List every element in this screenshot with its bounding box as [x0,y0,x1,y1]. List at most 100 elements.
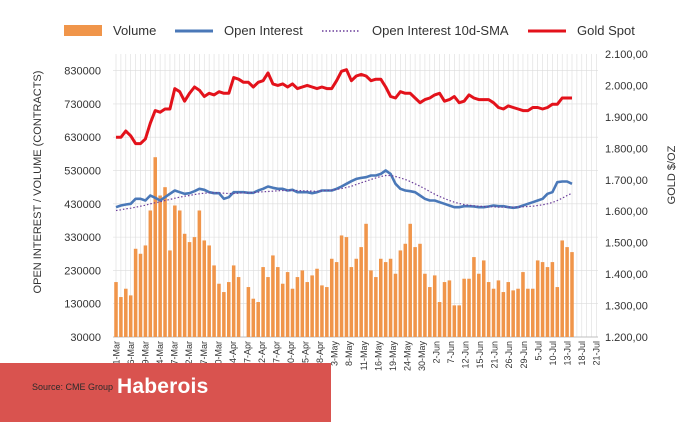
volume-bar [285,272,290,337]
legend-label: Open Interest [224,23,303,38]
volume-bar [349,267,354,337]
volume-bar [231,265,236,337]
x-tick-label: 15-Jun [475,341,485,369]
volume-bar [325,287,329,337]
volume-bar [305,282,309,337]
right-tick-label: 1.600,00 [605,206,648,218]
legend-swatch-volume [64,25,102,36]
volume-bar [501,292,506,337]
left-axis-ticks: 30000 130000 230000 330000 430000 530000 63000… [64,66,101,344]
volume-bar [535,260,540,337]
legend-label: Open Interest 10d-SMA [372,23,509,38]
volume-bar [148,210,153,337]
volume-bar [403,243,408,337]
volume-bar [442,282,447,337]
x-tick-label: 26-Jun [504,341,514,369]
x-tick-label: 22-Mar [184,341,194,370]
left-tick-label: 530000 [64,166,101,178]
volume-bar [477,273,481,337]
right-axis-ticks: 1.200,00 1.300,00 1.400,00 1.500,00 1.600,00… [605,49,648,344]
volume-bar [124,288,128,337]
volume-bar [550,262,555,337]
right-axis-label: GOLD $/OZ [666,145,678,204]
volume-bar [202,240,207,337]
volume-bar [207,245,211,337]
volume-bar [452,305,457,337]
x-tick-label: 27-Mar [199,341,209,370]
volume-bar [418,243,422,337]
volume-bar [491,288,496,337]
volume-bar [114,282,118,337]
volume-bar [256,302,260,337]
volume-bar [437,302,442,337]
volume-bar [526,288,530,337]
volume-bar [423,273,427,337]
x-tick-label: 3-May [330,341,340,367]
volume-bar [570,252,574,337]
volume-bar [261,267,265,337]
volume-bar [138,253,143,337]
volume-bar [428,287,432,337]
x-tick-label: 4-Apr [228,341,238,363]
legend-label: Gold Spot [577,23,635,38]
volume-bar [481,260,486,337]
x-tick-label: 20-Apr [286,341,296,368]
volume-bar [383,262,388,337]
x-tick-label: 7-Apr [242,341,252,363]
x-tick-label: 21-Jun [490,341,500,369]
volume-bar [496,280,501,337]
x-tick-label: 30-Mar [213,341,223,370]
right-tick-label: 1.800,00 [605,143,648,155]
right-tick-label: 1.700,00 [605,175,648,187]
volume-bar [560,240,564,337]
volume-bar [182,233,187,337]
volume-bar [266,277,270,337]
volume-bar [128,295,133,337]
volume-bar [334,262,339,337]
x-tick-label: 28-Apr [315,341,325,368]
volume-bar [168,250,172,337]
volume-bar [276,267,280,337]
x-tick-label: 19-May [388,341,398,372]
x-tick-label: 17-Apr [272,341,282,368]
volume-bar [369,270,373,337]
volume-bar [344,237,349,337]
source-note: Source: CME Group [32,382,114,392]
volume-bar [354,258,359,337]
volume-bar [447,280,452,337]
volume-bar [158,195,162,337]
volume-bar [246,287,251,337]
volume-bar [315,268,319,337]
x-tick-label: 14-Mar [155,341,165,370]
volume-bar [413,247,417,337]
x-tick-label: 25-Apr [301,341,311,368]
volume-bar [280,283,285,337]
right-tick-label: 1.300,00 [605,301,648,313]
volume-bar [227,282,231,337]
volume-bar [133,248,138,337]
left-tick-label: 630000 [64,132,101,144]
volume-bar [408,223,412,337]
volume-bar [531,288,535,337]
series-lines [115,68,573,212]
x-axis-ticks: 1-Mar 6-Mar 9-Mar 14-Mar 17-Mar 22-Mar 27-Mar 3… [112,341,602,372]
left-tick-label: 130000 [64,299,101,311]
x-tick-label: 29-Jun [519,341,529,369]
right-tick-label: 1.200,00 [605,332,648,344]
x-tick-label: 8-May [344,341,354,367]
volume-bar [187,242,192,337]
volume-bars [114,157,574,337]
volume-bar [511,290,515,337]
x-tick-label: 6-Mar [126,341,136,365]
volume-bar [192,237,197,337]
volume-bar [173,205,177,337]
left-tick-label: 230000 [64,265,101,277]
volume-bar [398,250,403,337]
volume-bar [521,272,525,337]
volume-bar [290,288,295,337]
volume-bar [457,305,461,337]
left-tick-label: 30000 [70,332,101,344]
right-tick-label: 1.900,00 [605,112,648,124]
right-tick-label: 2.100,00 [605,49,648,61]
volume-bar [540,262,545,337]
